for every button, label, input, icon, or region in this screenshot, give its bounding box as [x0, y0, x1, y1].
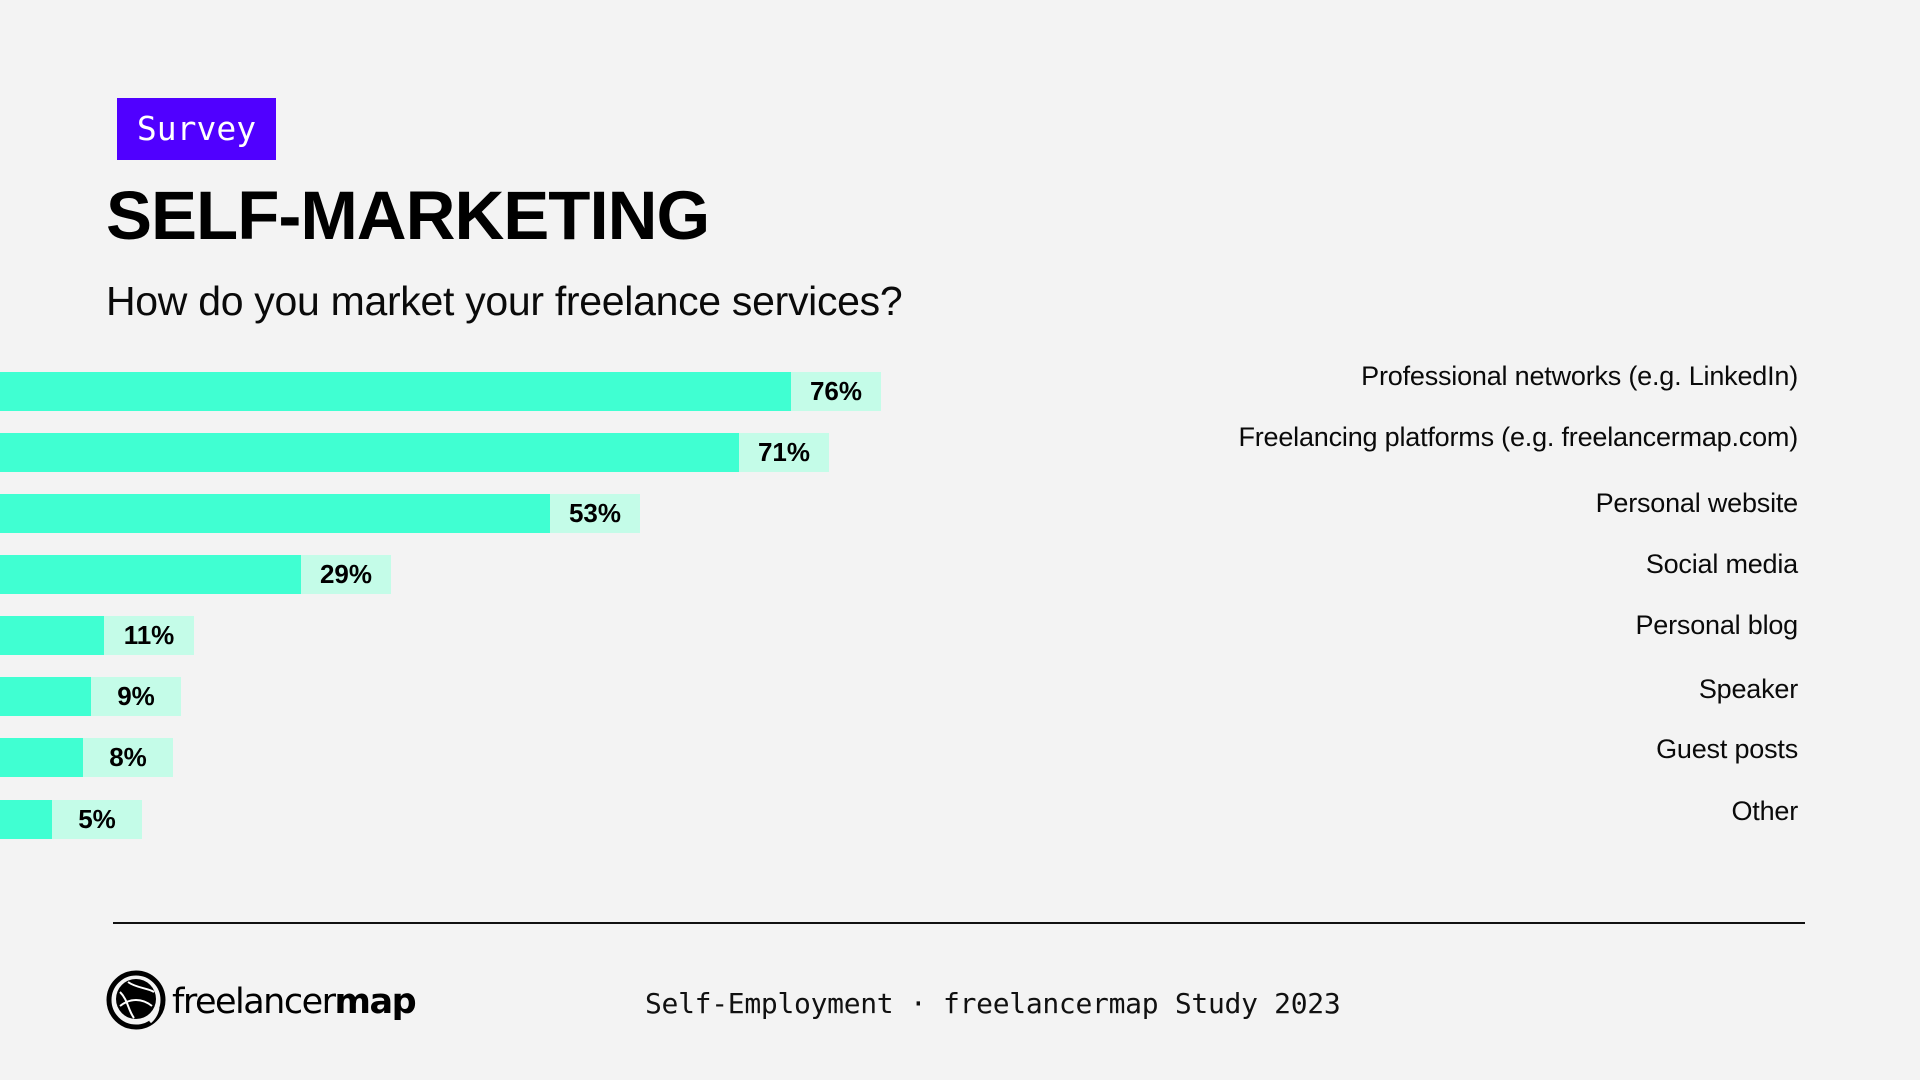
bar-fill: [0, 433, 739, 472]
bar-value-label: 29%: [301, 555, 391, 594]
bar-category-label: Speaker: [1698, 674, 1798, 704]
footer-divider: [113, 922, 1805, 924]
bar-category-label: Professional networks (e.g. LinkedIn): [1361, 361, 1798, 391]
bar-fill: [0, 738, 83, 777]
bar-value-label: 9%: [91, 677, 181, 716]
bar-fill: [0, 800, 52, 839]
bar-value-label: 11%: [104, 616, 194, 655]
bar-category-label: Personal website: [1595, 488, 1799, 518]
bar-fill: [0, 555, 301, 594]
bar-category-label: Other: [1731, 796, 1798, 826]
bar-category-label: Guest posts: [1656, 734, 1798, 764]
bar-category-label: Freelancing platforms (e.g. freelancerma…: [1238, 422, 1798, 452]
freelancermap-globe-icon: [106, 970, 166, 1030]
bar-value-label: 8%: [83, 738, 173, 777]
survey-question: How do you market your freelance service…: [106, 278, 903, 324]
bar-value-label: 53%: [550, 494, 640, 533]
freelancermap-logo: freelancermap: [106, 968, 417, 1032]
bar-category-label: Social media: [1645, 549, 1798, 579]
page-title: SELF-MARKETING: [106, 177, 710, 254]
survey-badge: Survey: [117, 98, 276, 160]
logo-wordmark-bold: map: [334, 982, 417, 1022]
bar-chart: 76% Professional networks (e.g. LinkedIn…: [0, 361, 1799, 839]
bar-value-label: 5%: [52, 800, 142, 839]
bar-fill: [0, 372, 791, 411]
bar-fill: [0, 494, 550, 533]
bar-fill: [0, 677, 91, 716]
bar-fill: [0, 616, 104, 655]
logo-wordmark: freelancermap: [172, 982, 417, 1022]
logo-wordmark-light: freelancer: [172, 982, 336, 1022]
footer-caption: Self-Employment · freelancermap Study 20…: [645, 987, 1341, 1020]
bar-value-label: 76%: [791, 372, 881, 411]
bar-category-label: Personal blog: [1635, 610, 1798, 640]
bar-value-label: 71%: [739, 433, 829, 472]
